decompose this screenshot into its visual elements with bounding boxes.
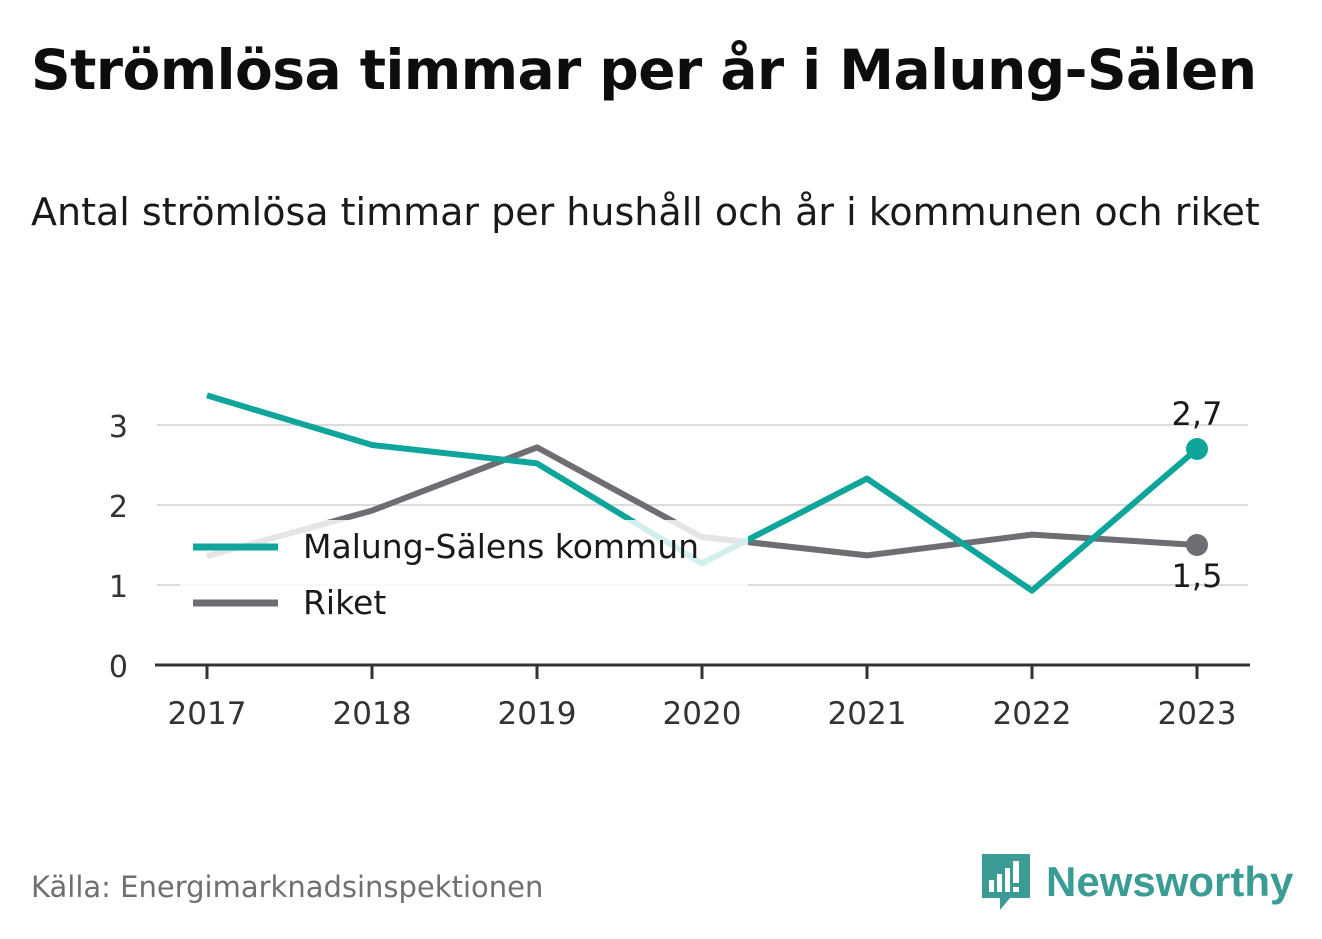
x-tick-label: 2017 — [168, 696, 247, 732]
source-note: Källa: Energimarknadsinspektionen — [31, 870, 544, 904]
x-tick-label: 2020 — [663, 696, 742, 732]
newsworthy-logo-icon — [982, 854, 1030, 910]
legend-label: Malung-Sälens kommun — [303, 527, 699, 566]
end-point-marker — [1186, 534, 1208, 556]
x-tick-label: 2021 — [828, 696, 907, 732]
chart-subtitle: Antal strömlösa timmar per hushåll och å… — [31, 190, 1260, 234]
end-value-label: 2,7 — [1172, 395, 1223, 433]
y-tick-labels: 0 1 2 3 — [109, 410, 128, 685]
x-tick-label: 2018 — [333, 696, 412, 732]
legend-background — [180, 520, 748, 628]
y-tick-label: 3 — [109, 410, 128, 445]
x-tick-label: 2023 — [1158, 696, 1237, 732]
x-axis: 2017 2018 2019 2020 2021 2022 2023 — [155, 663, 1250, 732]
y-tick-label: 2 — [109, 490, 128, 525]
x-tick-label: 2022 — [993, 696, 1072, 732]
brand-logo: Newsworthy — [980, 850, 1300, 914]
y-tick-label: 1 — [109, 570, 128, 605]
chart-title: Strömlösa timmar per år i Malung-Sälen — [31, 38, 1257, 102]
brand-name: Newsworthy — [1046, 858, 1294, 905]
end-value-label: 1,5 — [1172, 557, 1223, 595]
end-point-markers: 2,7 1,5 — [1172, 395, 1223, 595]
legend-label: Riket — [303, 583, 386, 622]
y-tick-label: 0 — [109, 650, 128, 685]
legend: Malung-Sälens kommun Riket — [180, 520, 748, 628]
x-tick-label: 2019 — [498, 696, 577, 732]
end-point-marker — [1186, 438, 1208, 460]
